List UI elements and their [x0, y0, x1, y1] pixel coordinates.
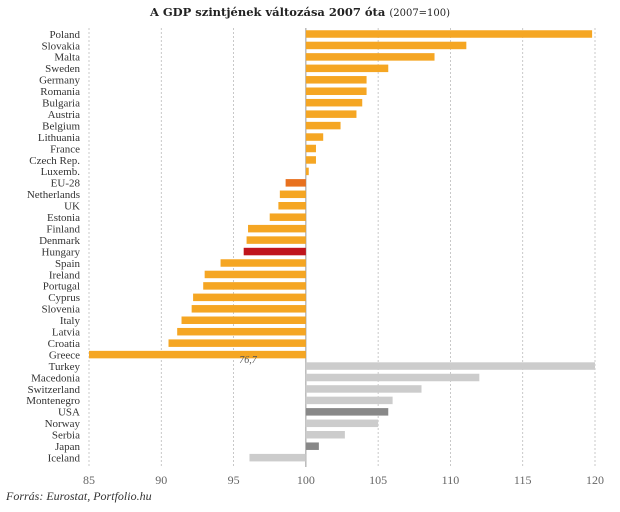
bar-belgium [305, 121, 341, 130]
x-tick-label-100: 100 [297, 473, 315, 487]
category-label-lithuania: Lithuania [38, 132, 80, 144]
bar-sweden [305, 64, 389, 73]
bar-italy [181, 316, 306, 324]
bar-latvia [177, 327, 306, 336]
chart-title-main: A GDP szintjének változása 2007 óta [149, 5, 386, 19]
category-label-spain: Spain [55, 258, 81, 270]
bar-bulgaria [305, 98, 363, 107]
bar-malta [305, 53, 435, 61]
x-tick-label-105: 105 [369, 473, 387, 487]
bar-luxemb [305, 167, 309, 176]
x-axis-ticks: 85 90 95 100 105 110 115 120 [83, 473, 604, 487]
category-label-greece: Greece [49, 349, 80, 361]
bar-poland [305, 30, 593, 38]
bar-usa [305, 408, 389, 416]
category-label-cyprus: Cyprus [48, 292, 80, 304]
category-label-japan: Japan [55, 441, 81, 453]
bar-layer: 76,7 [89, 30, 595, 462]
bar-norway [305, 419, 379, 428]
category-label-ireland: Ireland [49, 269, 81, 281]
category-label-malta: Malta [54, 52, 80, 64]
bar-slovenia [191, 305, 306, 313]
bar-netherlands [279, 190, 306, 199]
grid-layer [88, 28, 596, 467]
category-label-macedonia: Macedonia [31, 372, 80, 384]
category-label-serbia: Serbia [52, 430, 80, 442]
category-label-denmark: Denmark [39, 235, 80, 247]
category-label-germany: Germany [39, 75, 80, 87]
bar-iceland [249, 453, 306, 462]
x-tick-label-90: 90 [155, 473, 167, 487]
x-tick-label-110: 110 [442, 473, 460, 487]
category-label-romania: Romania [40, 86, 80, 98]
category-label-czech-rep: Czech Rep. [29, 155, 80, 167]
bar-greece [89, 350, 306, 359]
bar-ireland [204, 270, 306, 279]
bar-montenegro [305, 396, 393, 405]
bar-slovakia [305, 41, 467, 50]
bar-germany [305, 76, 367, 84]
category-label-poland: Poland [49, 29, 80, 41]
category-label-netherlands: Netherlands [27, 189, 80, 201]
bar-hungary [243, 247, 306, 256]
bar-croatia [168, 339, 306, 347]
bar-czech-rep [305, 156, 316, 164]
bar-switzerland [305, 385, 422, 393]
category-labels: PolandSlovakiaMaltaSwedenGermanyRomaniaB… [26, 29, 80, 465]
category-label-norway: Norway [45, 418, 81, 430]
x-tick-label-95: 95 [228, 473, 240, 487]
category-label-switzerland: Switzerland [27, 384, 80, 396]
chart-title: A GDP szintjének változása 2007 óta (2007… [149, 5, 450, 19]
bar-uk [278, 202, 306, 210]
category-label-bulgaria: Bulgaria [42, 98, 80, 110]
category-label-uk: UK [64, 201, 80, 213]
bar-denmark [246, 236, 306, 244]
category-label-portugal: Portugal [43, 281, 80, 293]
data-label-greece: 76,7 [239, 355, 258, 366]
category-label-latvia: Latvia [52, 327, 80, 339]
bar-finland [248, 224, 306, 233]
bar-serbia [305, 431, 345, 439]
chart-title-suffix: (2007=100) [389, 8, 450, 19]
category-label-france: France [50, 143, 80, 155]
bar-romania [305, 87, 367, 95]
bar-macedonia [305, 373, 480, 382]
bar-turkey [305, 362, 595, 370]
bar-eu-28 [285, 179, 306, 187]
bar-cyprus [193, 293, 306, 302]
x-tick-label-120: 120 [586, 473, 604, 487]
bar-austria [305, 110, 357, 118]
category-label-croatia: Croatia [48, 338, 80, 350]
bar-estonia [269, 213, 306, 221]
category-label-eu-28: EU-28 [51, 178, 81, 190]
category-label-usa: USA [58, 407, 80, 419]
category-label-luxemb: Luxemb. [41, 166, 81, 178]
category-label-turkey: Turkey [49, 361, 81, 373]
category-label-finland: Finland [46, 223, 80, 235]
category-label-hungary: Hungary [42, 246, 81, 258]
category-label-iceland: Iceland [48, 452, 81, 464]
bar-lithuania [305, 133, 324, 141]
bar-portugal [203, 282, 306, 290]
category-label-italy: Italy [60, 315, 81, 327]
category-label-belgium: Belgium [42, 120, 80, 132]
category-label-slovakia: Slovakia [42, 40, 81, 52]
bar-france [305, 144, 316, 153]
bar-spain [220, 259, 306, 267]
source-note: Forrás: Eurostat, Portfolio.hu [5, 489, 152, 503]
x-tick-label-85: 85 [83, 473, 95, 487]
category-label-montenegro: Montenegro [26, 395, 80, 407]
bar-japan [305, 442, 319, 450]
category-label-slovenia: Slovenia [42, 304, 81, 316]
category-label-austria: Austria [48, 109, 81, 121]
category-label-sweden: Sweden [45, 63, 80, 75]
category-label-estonia: Estonia [47, 212, 80, 224]
x-tick-label-115: 115 [514, 473, 532, 487]
